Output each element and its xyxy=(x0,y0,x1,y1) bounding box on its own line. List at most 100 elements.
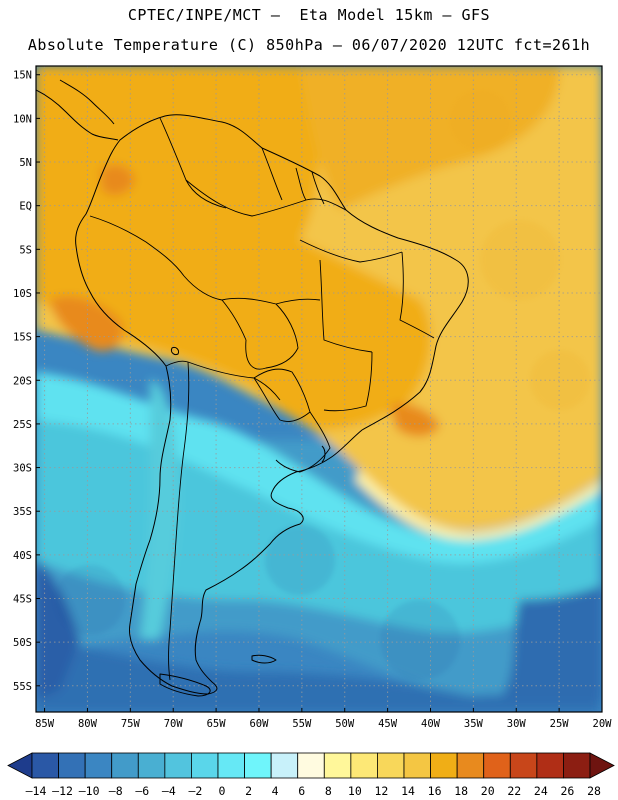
lat-label: 50S xyxy=(13,637,32,649)
coast-south-america xyxy=(75,114,469,695)
temperature-field xyxy=(36,66,602,712)
colorbar-label: –14 xyxy=(26,784,47,798)
map-title-line-1: CPTEC/INPE/MCT – Eta Model 15km – GFS xyxy=(127,6,491,24)
colorbar-swatch xyxy=(430,752,458,779)
colorbar-swatch xyxy=(164,752,192,779)
coast-falklands xyxy=(251,654,277,664)
colorbar-swatch xyxy=(483,752,511,779)
lat-label: 55S xyxy=(13,681,32,693)
coast-tierra-del-fuego xyxy=(159,673,211,697)
lon-label: 70W xyxy=(164,718,184,730)
field-texture xyxy=(55,90,590,680)
lat-label: 40S xyxy=(13,550,32,562)
colorbar-swatch xyxy=(563,752,591,779)
field-band-deep xyxy=(36,640,600,712)
colorbar-swatch xyxy=(350,752,378,779)
lon-label: 35W xyxy=(464,718,484,730)
colorbar-swatch xyxy=(297,752,325,779)
field-band-fringe xyxy=(355,470,602,540)
colorbar-label: 26 xyxy=(560,784,574,798)
border-brazil-states-4 xyxy=(399,251,435,339)
colorbar-swatch xyxy=(84,752,113,779)
colorbar-swatch xyxy=(456,752,485,779)
colorbar-label: 22 xyxy=(507,784,521,798)
border-guianas xyxy=(261,147,325,205)
field-band-warm-core xyxy=(36,66,431,430)
colorbar xyxy=(7,752,615,779)
border-brazil-states-3 xyxy=(323,351,373,412)
lon-label: 30W xyxy=(507,718,527,730)
lat-label: 10N xyxy=(13,113,32,125)
coast-caribbean xyxy=(59,79,115,125)
lon-label: 65W xyxy=(207,718,227,730)
colorbar-swatch xyxy=(111,752,139,779)
colorbar-label: 14 xyxy=(401,784,415,798)
border-brazil-north xyxy=(185,179,347,217)
colorbar-label: 20 xyxy=(481,784,495,798)
lon-label: 60W xyxy=(249,718,269,730)
lat-label: 30S xyxy=(13,463,32,475)
field-hotspot-andes-north xyxy=(100,164,135,196)
border-argentina-brazil-uruguay xyxy=(275,411,331,473)
colorbar-label: 10 xyxy=(348,784,362,798)
colorbar-swatch xyxy=(31,752,59,779)
colorbar-label: 24 xyxy=(534,784,548,798)
lat-label: EQ xyxy=(19,201,32,213)
lat-label: 20S xyxy=(13,375,32,387)
lat-label: 5S xyxy=(19,244,32,256)
colorbar-label: 16 xyxy=(428,784,442,798)
colorbar-label: –10 xyxy=(79,784,100,798)
lat-label: 5N xyxy=(19,157,32,169)
colorbar-swatch xyxy=(217,752,245,779)
lon-label: 25W xyxy=(550,718,570,730)
lon-label: 55W xyxy=(292,718,312,730)
latitude-labels: 15N 10N 5N EQ 5S 10S 15S 20S 25S 30S 35S 40S 45S 50S 5… xyxy=(13,70,40,693)
border-peru-chile xyxy=(165,360,189,367)
colorbar-label: –12 xyxy=(52,784,73,798)
colorbar-label: 6 xyxy=(298,784,305,798)
colorbar-label: –4 xyxy=(162,784,176,798)
longitude-labels: 85W 80W 75W 70W 65W 60W 55W 50W 45W 40W 35W 30W 25W 2… xyxy=(35,708,612,730)
lat-label: 15N xyxy=(13,70,32,82)
border-brazil-states-2 xyxy=(319,259,373,353)
lat-label: 25S xyxy=(13,419,32,431)
border-brazil-states-5 xyxy=(275,298,321,305)
colorbar-label: 4 xyxy=(272,784,279,798)
border-bolivia xyxy=(221,297,299,370)
lon-label: 85W xyxy=(35,718,55,730)
coast-titicaca xyxy=(171,347,179,355)
colorbar-over-triangle xyxy=(589,752,615,779)
colorbar-label: –2 xyxy=(188,784,202,798)
colorbar-swatch xyxy=(536,752,564,779)
colorbar-label: 8 xyxy=(325,784,332,798)
country-borders xyxy=(89,117,435,681)
field-hotspot-pacific xyxy=(50,296,124,351)
colorbar-swatch xyxy=(509,752,538,779)
colorbar-label: 0 xyxy=(219,784,226,798)
lon-label: 75W xyxy=(121,718,141,730)
border-colombia-ecuador-peru xyxy=(89,215,185,277)
field-band-aqua xyxy=(36,372,600,564)
border-chile-argentina xyxy=(168,361,190,681)
lat-label: 35S xyxy=(13,506,32,518)
colorbar-swatch xyxy=(323,752,352,779)
colorbar-swatch xyxy=(270,752,299,779)
colorbar-swatch xyxy=(403,752,431,779)
coastlines xyxy=(36,79,469,697)
lon-label: 80W xyxy=(78,718,98,730)
lon-label: 20W xyxy=(593,718,613,730)
field-hotspot-southeast xyxy=(390,403,440,437)
colorbar-under-triangle xyxy=(7,752,33,779)
field-band-andes xyxy=(140,380,179,640)
lat-label: 15S xyxy=(13,332,32,344)
colorbar-swatch xyxy=(377,752,405,779)
colorbar-swatch xyxy=(58,752,86,779)
colorbar-labels: –14 –12 –10 –8 –6 –4 –2 0 2 4 6 8 10 12 14 16 18 20 22 24 26… xyxy=(26,784,601,798)
colorbar-label: 2 xyxy=(245,784,252,798)
colorbar-label: –8 xyxy=(109,784,123,798)
field-band-deep-2 xyxy=(36,560,80,700)
lon-label: 40W xyxy=(421,718,441,730)
border-brazil-states-1 xyxy=(299,239,403,263)
map-title-line-2: Absolute Temperature (C) 850hPa – 06/07/… xyxy=(27,36,591,54)
